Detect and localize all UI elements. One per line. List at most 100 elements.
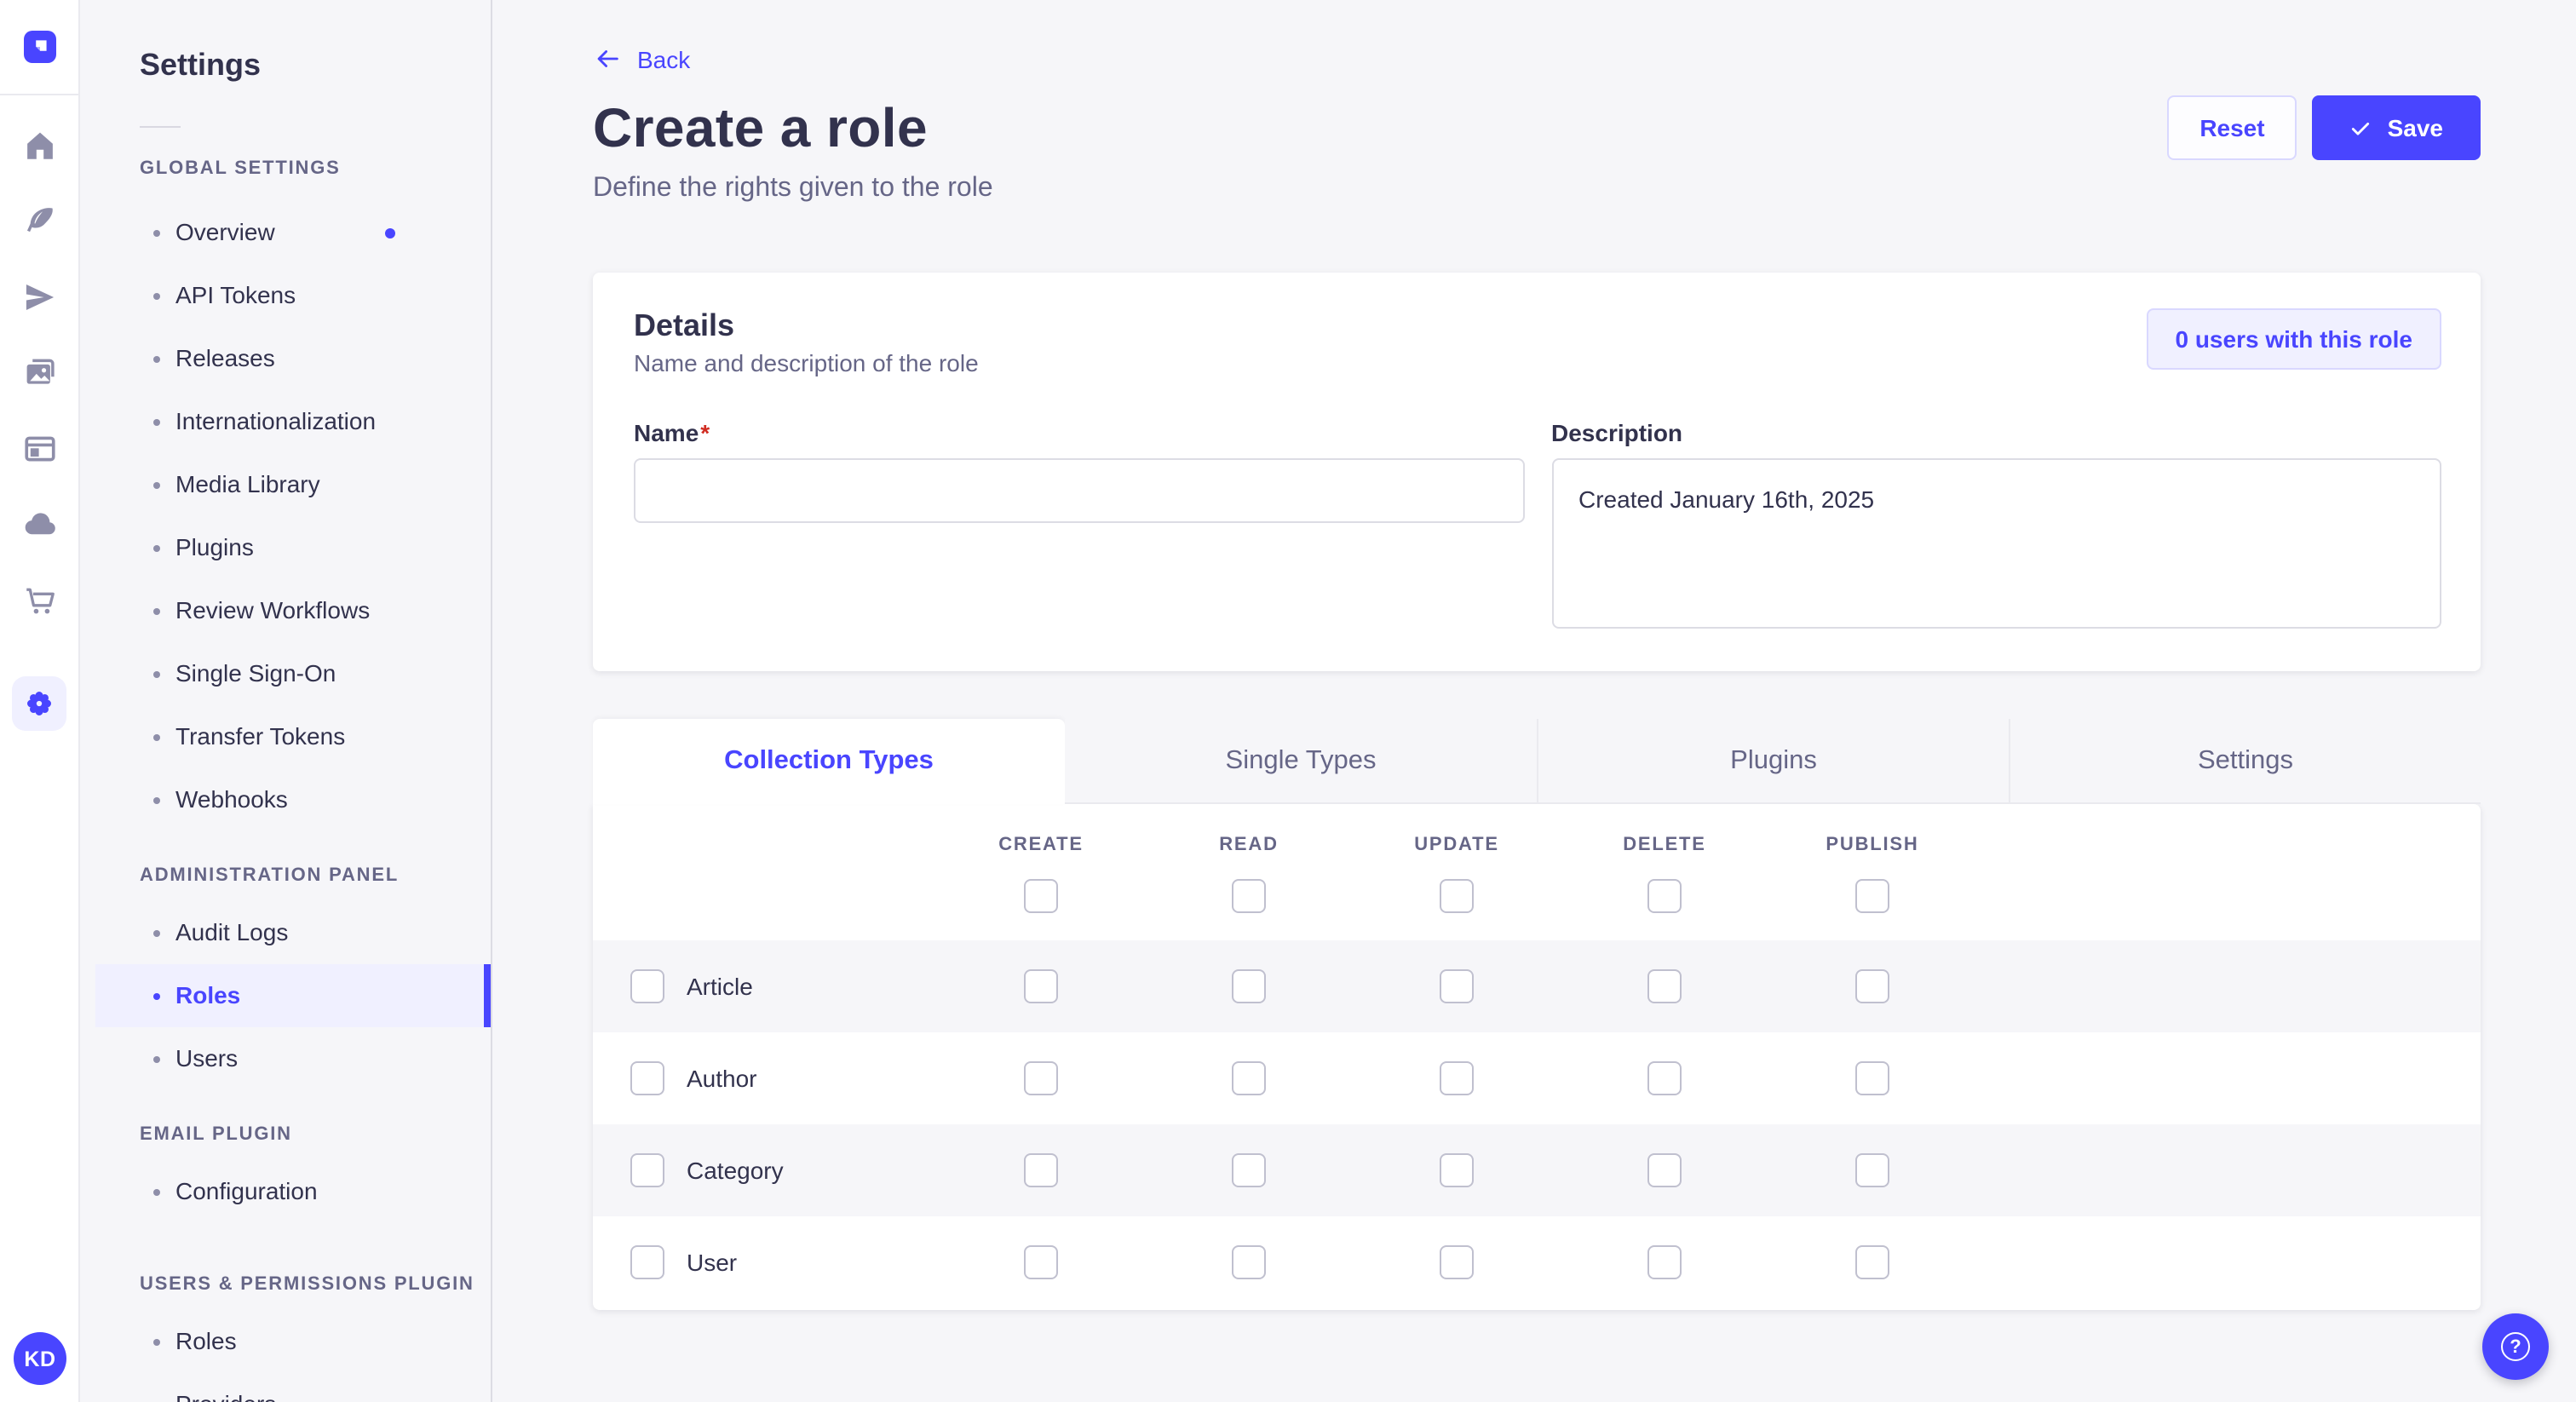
page-subtitle: Define the rights given to the role: [593, 174, 993, 203]
checkbox-all-delete[interactable]: [1647, 879, 1682, 913]
sidebar-item-roles[interactable]: Roles: [95, 964, 491, 1027]
section-header-administration-panel: ADMINISTRATION PANEL: [140, 865, 400, 886]
details-card: Details Name and description of the role…: [593, 273, 2481, 671]
gear-icon[interactable]: [12, 675, 66, 730]
bullet-icon: [153, 607, 160, 614]
checkbox-category-publish[interactable]: [1855, 1153, 1889, 1187]
details-title: Details: [634, 308, 735, 342]
sidebar-title: Settings: [140, 48, 262, 82]
tab-plugins[interactable]: Plugins: [1537, 719, 2009, 804]
back-link[interactable]: Back: [593, 0, 690, 73]
users-with-role-button[interactable]: 0 users with this role: [2146, 308, 2441, 370]
sidebar-item-transfer-tokens[interactable]: Transfer Tokens: [95, 705, 491, 768]
cart-icon[interactable]: [19, 579, 60, 620]
sidebar-item-overview[interactable]: Overview: [95, 201, 491, 264]
sidebar-item-plugins[interactable]: Plugins: [95, 516, 491, 579]
settings-sidebar: Settings GLOBAL SETTINGS Overview API To…: [80, 0, 492, 1402]
sidebar-item-users[interactable]: Users: [95, 1027, 491, 1090]
tab-settings[interactable]: Settings: [2009, 719, 2481, 804]
role-description-textarea[interactable]: Created January 16th, 2025: [1551, 458, 2441, 629]
checkbox-article-delete[interactable]: [1647, 969, 1682, 1003]
checkbox-author-update[interactable]: [1440, 1061, 1474, 1095]
row-label: User: [687, 1249, 738, 1276]
row-label: Author: [687, 1065, 757, 1092]
bullet-icon: [153, 670, 160, 677]
main-content: Back Create a role Reset Save Define the…: [492, 0, 2576, 1402]
checkbox-author-publish[interactable]: [1855, 1061, 1889, 1095]
media-images-icon[interactable]: [19, 352, 60, 393]
checkbox-user-read[interactable]: [1232, 1245, 1266, 1279]
feather-icon[interactable]: [19, 200, 60, 241]
checkbox-author-create[interactable]: [1024, 1061, 1058, 1095]
checkbox-author-all[interactable]: [630, 1061, 664, 1095]
bullet-icon: [153, 292, 160, 299]
sidebar-item-webhooks[interactable]: Webhooks: [95, 768, 491, 831]
column-header-delete: DELETE: [1623, 835, 1706, 855]
checkbox-user-publish[interactable]: [1855, 1245, 1889, 1279]
section-header-email-plugin: EMAIL PLUGIN: [140, 1124, 292, 1145]
checkbox-category-delete[interactable]: [1647, 1153, 1682, 1187]
bullet-icon: [153, 418, 160, 425]
sidebar-item-internationalization[interactable]: Internationalization: [95, 390, 491, 453]
checkbox-category-create[interactable]: [1024, 1153, 1058, 1187]
table-row-author: Author: [593, 1032, 2481, 1124]
checkbox-article-publish[interactable]: [1855, 969, 1889, 1003]
checkbox-all-publish[interactable]: [1855, 879, 1889, 913]
role-name-input[interactable]: [634, 458, 1524, 523]
checkbox-article-update[interactable]: [1440, 969, 1474, 1003]
reset-button[interactable]: Reset: [2167, 95, 2297, 160]
sidebar-item-up-roles[interactable]: Roles: [95, 1310, 491, 1373]
paper-plane-icon[interactable]: [19, 276, 60, 317]
sidebar-item-releases[interactable]: Releases: [95, 327, 491, 390]
row-label: Category: [687, 1157, 784, 1184]
checkbox-article-create[interactable]: [1024, 969, 1058, 1003]
strapi-logo-icon[interactable]: [23, 31, 55, 63]
tab-collection-types[interactable]: Collection Types: [593, 719, 1065, 804]
sidebar-item-configuration[interactable]: Configuration: [95, 1160, 491, 1223]
required-asterisk: *: [700, 419, 710, 446]
home-icon[interactable]: [19, 124, 60, 165]
checkbox-all-update[interactable]: [1440, 879, 1474, 913]
checkbox-article-all[interactable]: [630, 969, 664, 1003]
question-mark-icon: ?: [2501, 1332, 2530, 1361]
checkbox-article-read[interactable]: [1232, 969, 1266, 1003]
checkbox-user-update[interactable]: [1440, 1245, 1474, 1279]
sidebar-item-media-library[interactable]: Media Library: [95, 453, 491, 516]
sidebar-item-api-tokens[interactable]: API Tokens: [95, 264, 491, 327]
checkbox-category-update[interactable]: [1440, 1153, 1474, 1187]
sidebar-item-single-sign-on[interactable]: Single Sign-On: [95, 642, 491, 705]
tab-single-types[interactable]: Single Types: [1065, 719, 1537, 804]
checkbox-user-all[interactable]: [630, 1245, 664, 1279]
permissions-header-row: CREATE READ UPDATE DELETE PUBLISH: [593, 804, 2481, 857]
column-header-publish: PUBLISH: [1826, 835, 1919, 855]
checkbox-author-read[interactable]: [1232, 1061, 1266, 1095]
name-field-group: Name *: [634, 419, 1524, 637]
help-button[interactable]: ?: [2482, 1313, 2549, 1380]
checkbox-category-all[interactable]: [630, 1153, 664, 1187]
user-avatar[interactable]: KD: [14, 1332, 66, 1385]
bullet-icon: [153, 355, 160, 362]
layout-icon[interactable]: [19, 428, 60, 468]
save-button[interactable]: Save: [2312, 95, 2481, 160]
logo-area: [0, 0, 78, 95]
bullet-icon: [153, 1055, 160, 1062]
checkbox-user-delete[interactable]: [1647, 1245, 1682, 1279]
sidebar-item-review-workflows[interactable]: Review Workflows: [95, 579, 491, 642]
checkbox-user-create[interactable]: [1024, 1245, 1058, 1279]
sidebar-divider: [140, 126, 181, 128]
bullet-icon: [153, 1338, 160, 1345]
bullet-icon: [153, 929, 160, 936]
checkbox-all-create[interactable]: [1024, 879, 1058, 913]
table-row-user: User: [593, 1216, 2481, 1308]
checkbox-category-read[interactable]: [1232, 1153, 1266, 1187]
sidebar-item-audit-logs[interactable]: Audit Logs: [95, 901, 491, 964]
table-row-category: Category: [593, 1124, 2481, 1216]
checkbox-all-read[interactable]: [1232, 879, 1266, 913]
checkbox-author-delete[interactable]: [1647, 1061, 1682, 1095]
column-header-update: UPDATE: [1414, 835, 1499, 855]
bullet-icon: [153, 481, 160, 488]
sidebar-item-providers[interactable]: Providers: [95, 1373, 491, 1402]
bullet-icon: [153, 1188, 160, 1195]
cloud-icon[interactable]: [19, 503, 60, 544]
